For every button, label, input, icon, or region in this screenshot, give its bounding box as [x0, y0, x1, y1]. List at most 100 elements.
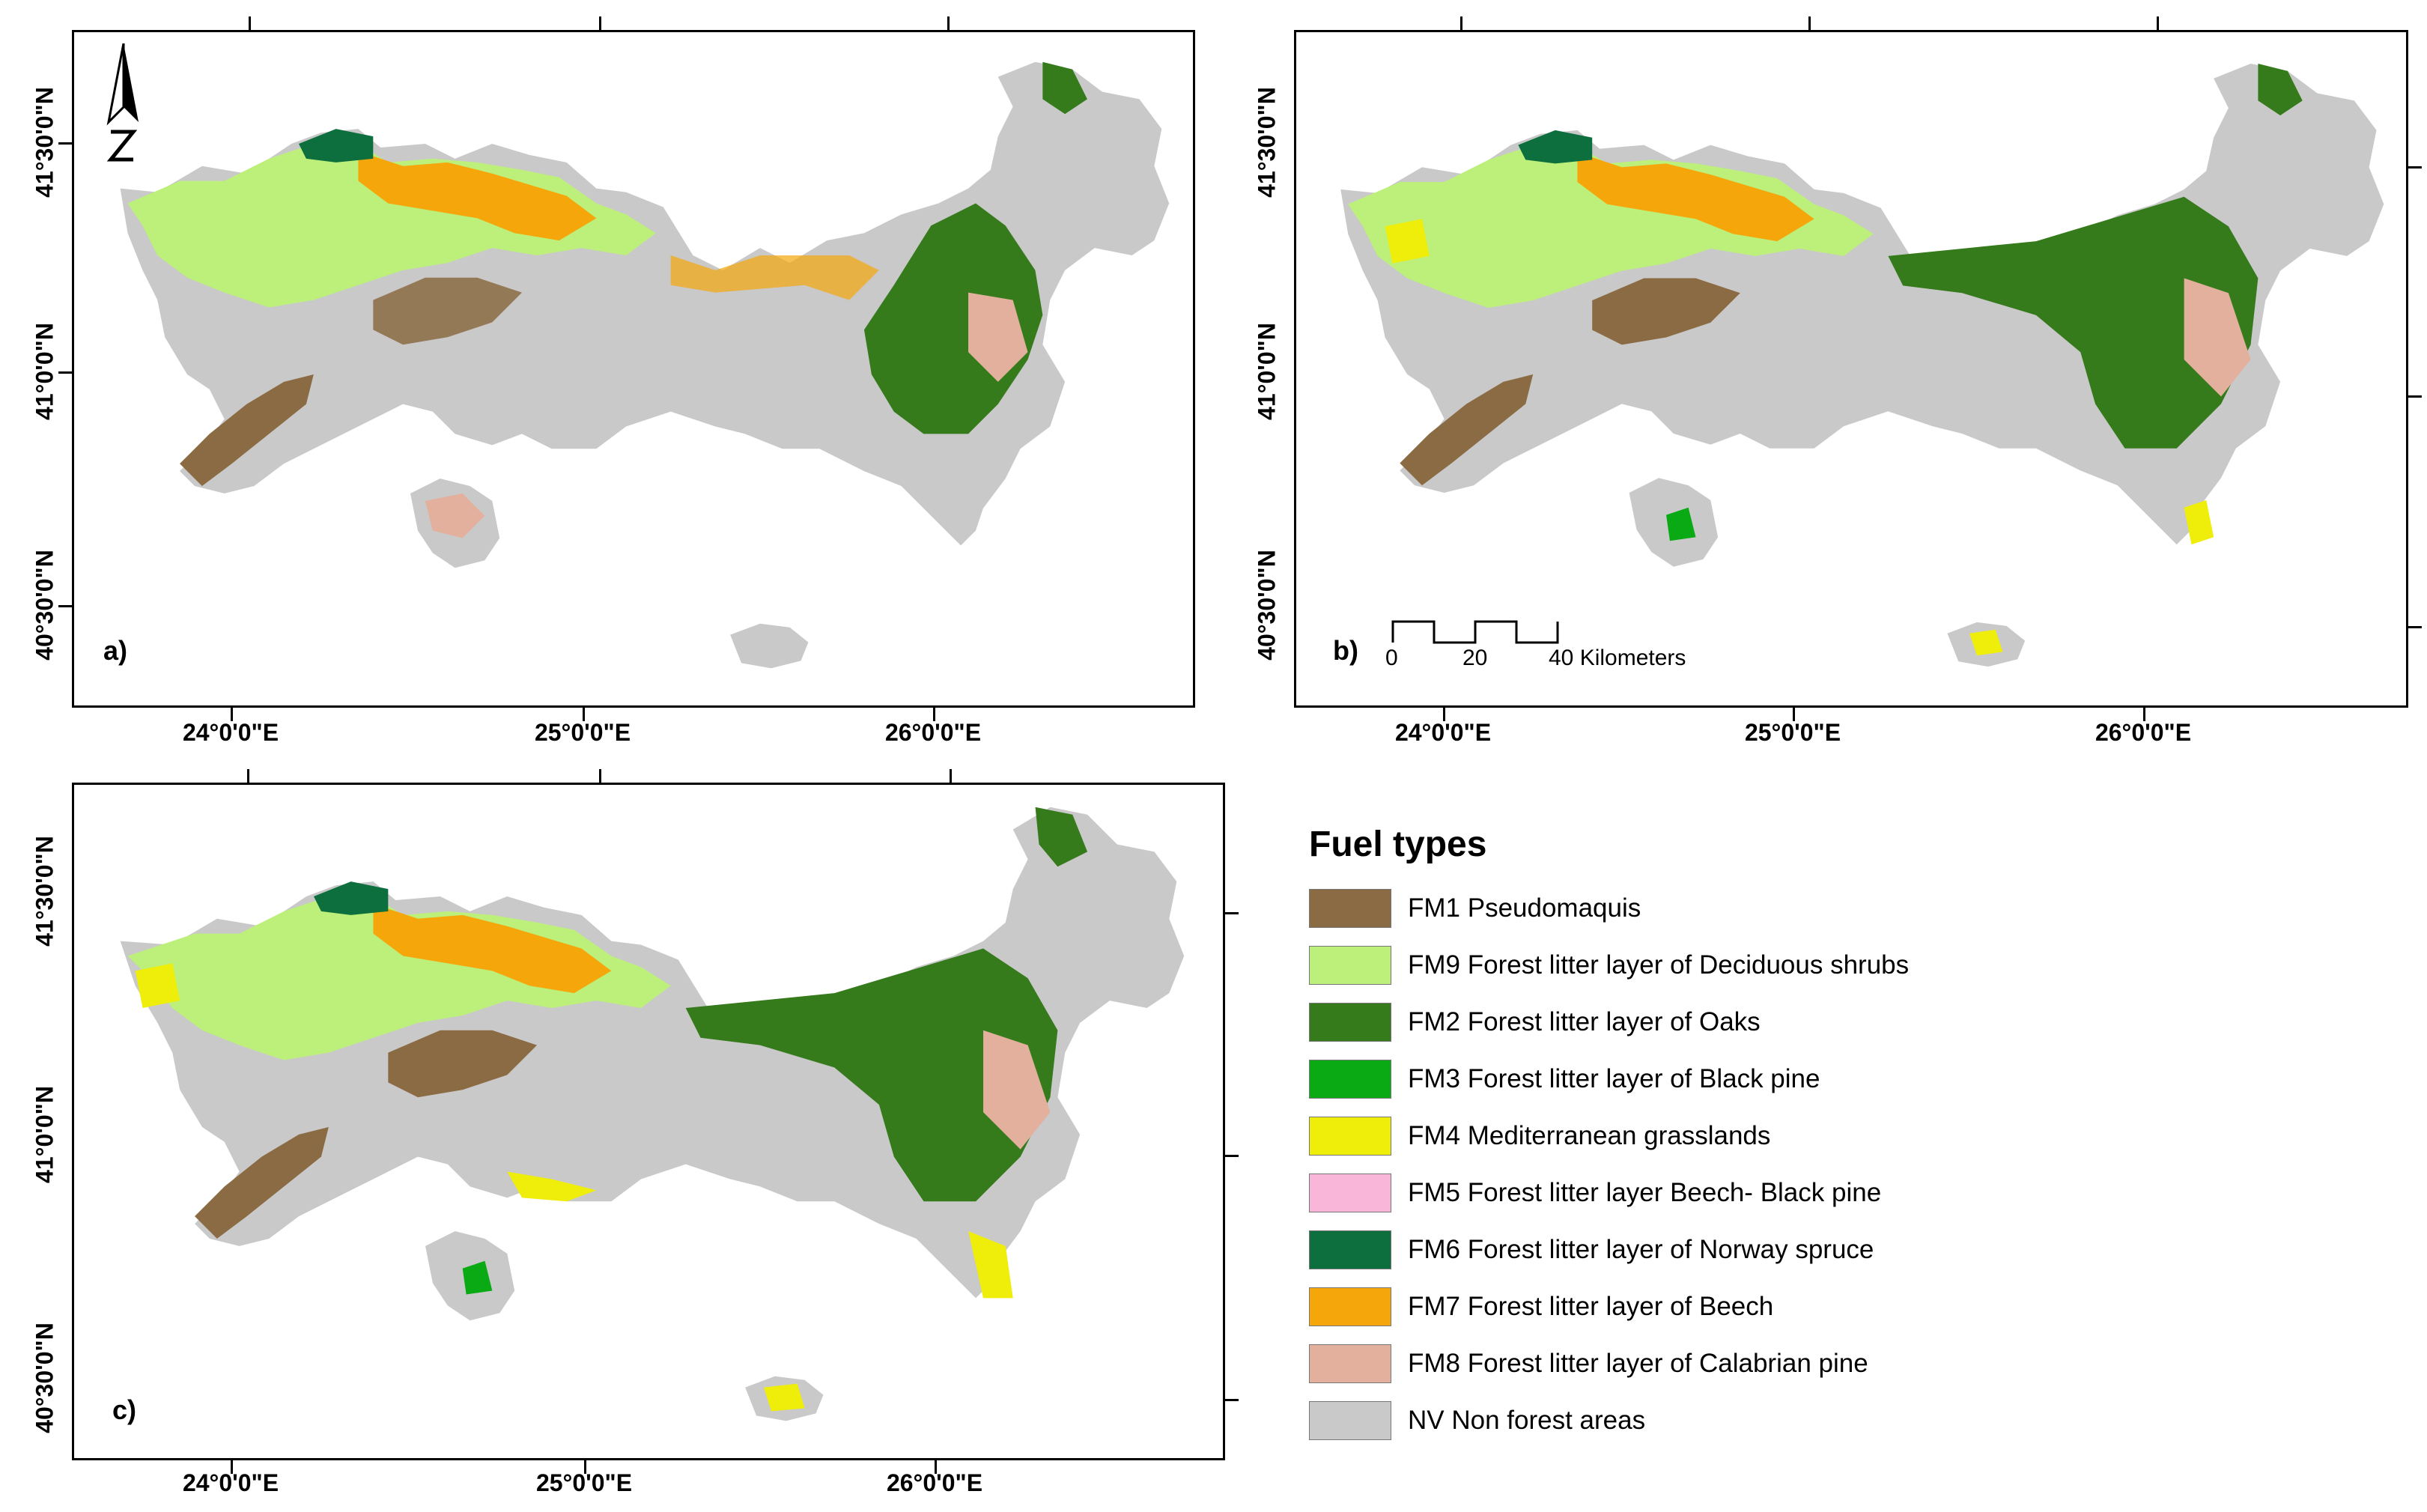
- legend-item: FM9 Forest litter layer of Deciduous shr…: [1309, 937, 2395, 994]
- tick: [2157, 16, 2159, 30]
- legend-label: FM6 Forest litter layer of Norway spruce: [1408, 1235, 1874, 1264]
- legend-label: FM3 Forest litter layer of Black pine: [1408, 1064, 1820, 1093]
- patch-fm8b-a: [425, 493, 485, 538]
- map-panel-b: [1294, 30, 2408, 708]
- tick: [58, 605, 72, 607]
- lon-label: 25°0'0"E: [534, 719, 631, 746]
- lat-label: 40°30'0"N: [1253, 550, 1281, 661]
- legend-item: FM8 Forest litter layer of Calabrian pin…: [1309, 1335, 2395, 1392]
- map-panel-c: [72, 783, 1225, 1460]
- tick: [249, 16, 251, 30]
- lon-label: 24°0'0"E: [182, 719, 279, 746]
- tick: [58, 142, 72, 145]
- patch-fm8-b: [2184, 278, 2251, 397]
- lon-label: 26°0'0"E: [2095, 719, 2192, 746]
- patch-fm4b-b: [2184, 500, 2214, 545]
- legend-label: FM4 Mediterranean grasslands: [1408, 1121, 1771, 1150]
- patch-fm2-c: [685, 948, 1058, 1202]
- legend-label: FM7 Forest litter layer of Beech: [1408, 1292, 1774, 1321]
- landmass-island-samothraki-a: [730, 623, 809, 669]
- legend-swatch: [1309, 1230, 1391, 1269]
- legend-label: FM9 Forest litter layer of Deciduous shr…: [1408, 950, 1910, 980]
- scale-bar: [1391, 620, 1559, 644]
- lat-label: 41°30'0"N: [31, 87, 58, 198]
- patch-fm1b-b: [1592, 278, 1740, 345]
- patch-fm4c-b: [1969, 629, 2003, 656]
- tick: [1225, 1155, 1239, 1157]
- lat-label: 41°30'0"N: [1253, 87, 1281, 198]
- legend-swatch: [1309, 1117, 1391, 1156]
- lon-label: 24°0'0"E: [182, 1469, 279, 1496]
- legend-swatch: [1309, 1344, 1391, 1383]
- legend-swatch: [1309, 1401, 1391, 1440]
- patch-fm7b-a: [670, 255, 879, 300]
- patch-fm1-c: [195, 1126, 329, 1239]
- lon-label: 25°0'0"E: [535, 1469, 633, 1496]
- tick: [2408, 395, 2422, 398]
- lat-label: 41°30'0"N: [31, 836, 58, 947]
- lon-label: 24°0'0"E: [1394, 719, 1492, 746]
- patch-fm4c-c: [507, 1171, 597, 1202]
- tick: [947, 16, 950, 30]
- legend-swatch: [1309, 1287, 1391, 1326]
- lon-label: 25°0'0"E: [1744, 719, 1841, 746]
- patch-fm2b-c: [1035, 807, 1088, 867]
- patch-fm4-b: [1385, 219, 1430, 264]
- tick: [935, 1460, 937, 1474]
- patch-fm1-a: [180, 374, 314, 486]
- patch-fm8-c: [983, 1030, 1051, 1150]
- patch-fm4-c: [135, 963, 180, 1009]
- legend-label: FM2 Forest litter layer of Oaks: [1408, 1007, 1761, 1036]
- legend-swatch: [1309, 1060, 1391, 1099]
- tick: [950, 769, 952, 783]
- tick: [247, 769, 249, 783]
- legend-label: FM1 Pseudomaquis: [1408, 893, 1641, 923]
- patch-fm7-a: [358, 151, 597, 241]
- patch-fm7-b: [1577, 152, 1814, 242]
- tick: [1225, 912, 1239, 914]
- tick: [1808, 16, 1811, 30]
- patch-fm1b-a: [373, 277, 522, 345]
- tick: [231, 1460, 233, 1474]
- legend-swatch: [1309, 889, 1391, 928]
- panel-label-b: b): [1333, 635, 1358, 666]
- legend-item: FM1 Pseudomaquis: [1309, 880, 2395, 937]
- legend-swatch: [1309, 1003, 1391, 1042]
- legend-item: FM4 Mediterranean grasslands: [1309, 1108, 2395, 1165]
- tick: [2408, 166, 2422, 168]
- tick: [231, 708, 233, 721]
- tick: [1793, 708, 1795, 721]
- tick: [58, 371, 72, 374]
- patch-fm2b-b: [2258, 63, 2303, 116]
- patch-fm1-b: [1400, 374, 1534, 486]
- lat-label: 40°30'0"N: [31, 1323, 58, 1433]
- patch-fm1b-c: [388, 1030, 537, 1098]
- tick: [584, 1460, 586, 1474]
- legend-swatch: [1309, 1174, 1391, 1212]
- legend-swatch: [1309, 946, 1391, 985]
- lon-label: 26°0'0"E: [884, 719, 982, 746]
- tick: [1443, 708, 1445, 721]
- legend-item: FM7 Forest litter layer of Beech: [1309, 1278, 2395, 1335]
- patch-fm6-b: [1518, 130, 1593, 164]
- tick: [583, 708, 585, 721]
- map-region-a: [120, 61, 1170, 669]
- patch-fm2b-a: [1042, 61, 1087, 115]
- tick: [2143, 708, 2145, 721]
- patch-fm3-b: [1666, 507, 1696, 541]
- legend-item: FM6 Forest litter layer of Norway spruce: [1309, 1221, 2395, 1278]
- tick: [1460, 16, 1462, 30]
- tick: [599, 16, 601, 30]
- map-region-c: [120, 807, 1185, 1421]
- legend-label: FM5 Forest litter layer Beech- Black pin…: [1408, 1178, 1882, 1207]
- map-panel-a: [72, 30, 1195, 708]
- lon-label: 26°0'0"E: [886, 1469, 983, 1496]
- tick: [2408, 626, 2422, 628]
- lat-label: 41°0'0"N: [31, 1086, 58, 1183]
- legend-item: NV Non forest areas: [1309, 1392, 2395, 1449]
- legend-label: NV Non forest areas: [1408, 1406, 1646, 1435]
- tick: [933, 708, 935, 721]
- patch-fm4b-c: [968, 1231, 1013, 1299]
- panel-label-a: a): [103, 635, 128, 666]
- legend-label: FM8 Forest litter layer of Calabrian pin…: [1408, 1349, 1868, 1378]
